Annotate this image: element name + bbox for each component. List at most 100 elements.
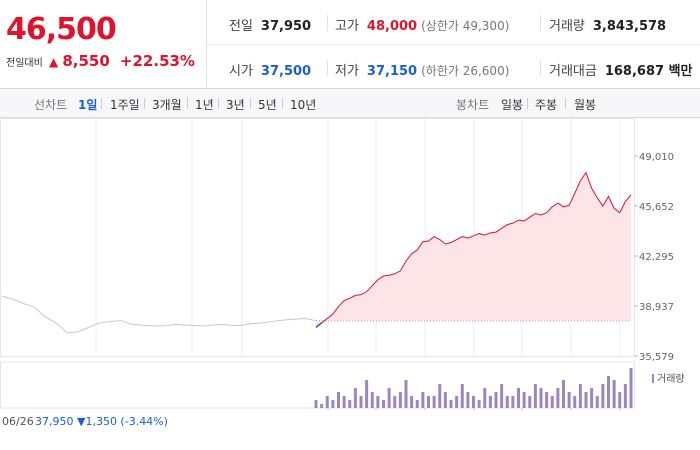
volume-bar: [562, 380, 565, 408]
volume-bar: [578, 384, 582, 408]
volume-bar: [410, 396, 414, 408]
volume-bar: [567, 392, 571, 408]
up-arrow-icon: ▲: [48, 55, 59, 69]
open-dip-line: [315, 322, 323, 328]
stat-turnover: 거래대금 168,687 백만: [549, 64, 693, 79]
today-line: [315, 171, 632, 328]
current-price: 46,500: [6, 12, 117, 47]
volume-bar: [505, 396, 509, 408]
volume-bar: [427, 396, 430, 408]
volume-bar: [528, 396, 532, 408]
tab-5y[interactable]: 5년: [258, 98, 277, 112]
candle-chart-label: 봉차트: [456, 98, 490, 112]
volume-bar: [382, 400, 385, 408]
stat-prev-close: 전일 37,950: [229, 19, 312, 34]
stat-open: 시가 37,500: [229, 64, 312, 79]
volume-bar: [404, 380, 408, 408]
volume-bar: [517, 388, 520, 408]
volume-bar: [376, 396, 380, 408]
volume-bar: [398, 392, 402, 408]
volume-bar: [438, 384, 442, 408]
volume-bar: [477, 400, 481, 408]
prev-summary: 37,950 ▼1,350 (-3.44%): [35, 415, 168, 428]
y-tick-label: 35,579: [639, 352, 674, 363]
volume-bar: [584, 392, 588, 408]
volume-bar: [325, 396, 329, 408]
volume-bar: [618, 392, 622, 408]
volume-bar: [472, 396, 475, 408]
tab-3m[interactable]: 3개월: [152, 98, 182, 112]
volume-bar: [393, 396, 397, 408]
volume-bar: [342, 396, 346, 408]
volume-bar: [533, 384, 537, 408]
tab-10y[interactable]: 10년: [290, 98, 317, 112]
volume-bar: [500, 384, 504, 408]
volume-bar: [623, 384, 627, 408]
volume-bar: [365, 380, 369, 408]
volume-bar: [607, 376, 610, 408]
volume-bar: [466, 392, 470, 408]
plot-frame: [0, 118, 635, 357]
volume-bar: [443, 392, 447, 408]
change-percent: +22.53%: [119, 52, 195, 70]
volume-bar: [432, 396, 436, 408]
tab-3y[interactable]: 3년: [226, 98, 245, 112]
volume-bar: [359, 396, 363, 408]
volume-bar: [320, 404, 324, 408]
change-label: 전일대비: [6, 58, 43, 69]
volume-bar: [331, 400, 335, 408]
line-chart-label: 선차트: [34, 98, 68, 112]
volume-bar: [370, 392, 374, 408]
volume-bar: [590, 388, 594, 408]
volume-bar: [573, 396, 577, 408]
y-tick-label: 38,937: [639, 302, 674, 313]
volume-bar: [595, 396, 599, 408]
volume-bar: [348, 400, 352, 408]
y-tick-label: 42,295: [639, 252, 674, 263]
volume-bar: [550, 396, 554, 408]
volume-bar: [353, 388, 357, 408]
volume-bar: [387, 388, 391, 408]
volume-bar: [415, 400, 419, 408]
volume-bar: [601, 384, 605, 408]
volume-bar: [556, 388, 560, 408]
volume-bar: [511, 396, 515, 408]
stat-volume: 거래량 3,843,578: [549, 19, 667, 34]
tab-monthly[interactable]: 월봉: [574, 98, 597, 112]
volume-bar: [483, 388, 487, 408]
tab-weekly[interactable]: 주봉: [535, 98, 558, 112]
stat-low: 저가 37,150 (하한가 26,600): [335, 64, 510, 79]
y-tick-label: 45,652: [639, 202, 674, 213]
prev-date-label: 06/26: [2, 415, 34, 428]
volume-bar: [539, 388, 543, 408]
stats-panel: 전일 37,950 고가 48,000 (상한가 49,300) 거래량 3,843,5…: [207, 0, 700, 88]
today-area: [316, 172, 631, 328]
tab-daily[interactable]: 일봉: [501, 98, 524, 112]
volume-bar: [314, 400, 318, 408]
volume-bar: [545, 392, 549, 408]
chart-footer: 06/26 37,950 ▼1,350 (-3.44%): [0, 410, 700, 450]
volume-bar: [488, 396, 492, 408]
price-box: 46,500 전일대비 ▲ 8,550 +22.53%: [0, 0, 207, 88]
change-row: 전일대비 ▲ 8,550 +22.53%: [6, 52, 195, 70]
volume-bar: [612, 380, 616, 408]
volume-bar: [494, 392, 498, 408]
tab-1d[interactable]: 1일: [78, 98, 98, 112]
volume-bar: [629, 368, 633, 408]
price-chart: 49,01045,65242,29538,93735,579거래량06/2710…: [0, 118, 685, 410]
change-amount: 8,550: [62, 52, 110, 70]
period-tabs: 선차트 1일 1주일 3개월 1년 3년 5년 10년 봉차트 일봉 주봉 월봉: [0, 89, 700, 118]
volume-legend-swatch: [652, 374, 654, 383]
y-tick-label: 49,010: [639, 152, 674, 163]
prev-day-line: [1, 295, 317, 334]
volume-bar: [522, 392, 526, 408]
quote-header: 46,500 전일대비 ▲ 8,550 +22.53% 전일 37,950 고가 4…: [0, 0, 700, 89]
stat-high: 고가 48,000 (상한가 49,300): [335, 19, 510, 34]
volume-bar: [337, 392, 340, 408]
volume-bar: [421, 392, 425, 408]
volume-bar: [455, 396, 459, 408]
tab-1y[interactable]: 1년: [195, 98, 214, 112]
volume-legend-label: 거래량: [657, 373, 685, 385]
tab-1w[interactable]: 1주일: [110, 98, 140, 112]
volume-bar: [449, 400, 453, 408]
